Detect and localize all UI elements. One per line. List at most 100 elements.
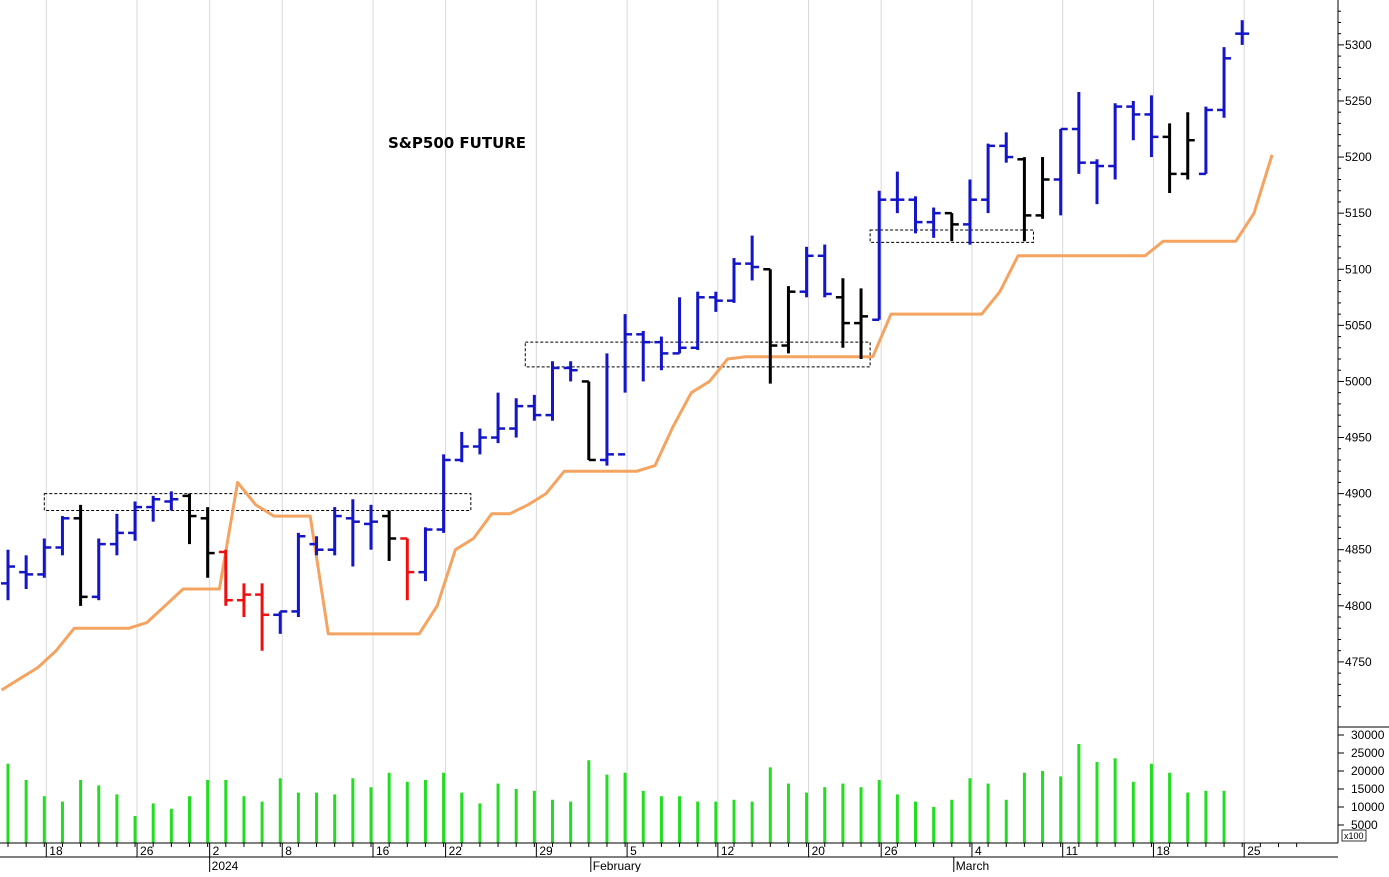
ohlc-bar: [436, 454, 451, 533]
ohlc-bar: [400, 537, 415, 601]
ohlc-bar: [91, 538, 106, 601]
y-tick-label: 4800: [1345, 599, 1372, 613]
y-tick-label: 4750: [1345, 655, 1372, 669]
volume-unit-label: x100: [1344, 831, 1364, 841]
ohlc-bar: [781, 286, 796, 354]
ohlc-bar: [454, 431, 469, 463]
ohlc-bar: [1090, 159, 1104, 205]
month-label: 2024: [212, 859, 239, 872]
ohlc-bar: [1198, 106, 1213, 176]
ohlc-bar: [872, 190, 887, 321]
ohlc-bar: [382, 510, 397, 561]
x-tick-label: 5: [630, 844, 637, 858]
ohlc-bar: [727, 258, 741, 303]
ohlc-bar: [1180, 112, 1195, 180]
volume-tick-label: 10000: [1351, 800, 1385, 814]
ohlc-bar: [55, 516, 70, 556]
ohlc-bar: [962, 179, 977, 245]
ohlc-bar: [545, 361, 560, 421]
ohlc-bar: [218, 549, 233, 606]
x-tick-label: 26: [884, 844, 898, 858]
ohlc-bar: [1144, 95, 1159, 158]
ohlc-bar: [1235, 20, 1250, 45]
volume-tick-label: 15000: [1351, 782, 1385, 796]
y-tick-label: 4900: [1345, 487, 1372, 501]
stop-line-layer: [0, 154, 1274, 692]
consolidation-box: [43, 493, 472, 511]
ohlc-bar: [599, 353, 614, 466]
ohlc-bar: [1, 549, 15, 601]
x-tick-label: 8: [285, 844, 292, 858]
y-tick-label: 4950: [1345, 431, 1372, 445]
ohlc-bar: [581, 380, 596, 462]
ohlc-bar: [182, 493, 197, 545]
ohlc-bar: [636, 330, 651, 382]
x-tick-label: 11: [1066, 844, 1079, 858]
x-tick-label: 18: [49, 844, 63, 858]
x-tick-label: 26: [140, 844, 154, 858]
ohlc-bar: [1162, 123, 1177, 193]
x-tick-label: 4: [975, 844, 982, 858]
ohlc-bar: [200, 507, 215, 578]
price-bars: [1, 20, 1250, 651]
ohlc-bar: [618, 314, 633, 456]
ohlc-bar: [273, 610, 288, 634]
ohlc-bar: [835, 278, 850, 348]
month-label: February: [593, 859, 641, 872]
ohlc-bar: [890, 171, 905, 214]
ohlc-bar: [854, 288, 869, 359]
ohlc-bar: [690, 291, 705, 351]
y-tick-label: 5100: [1345, 262, 1372, 276]
ohlc-bar: [817, 244, 832, 298]
ohlc-bar: [128, 501, 143, 541]
ohlc-bar: [981, 143, 996, 214]
y-tick-label: 5250: [1345, 94, 1372, 108]
ohlc-bar: [708, 291, 723, 312]
y-tick-label: 5050: [1345, 318, 1372, 332]
ohlc-bar: [745, 235, 760, 281]
y-tick-label: 5150: [1345, 206, 1372, 220]
ohlc-bar: [1217, 47, 1232, 118]
ohlc-bar: [345, 499, 360, 567]
x-tick-label: 16: [376, 844, 390, 858]
ohlc-bar: [908, 196, 923, 234]
volume-tick-label: 25000: [1351, 746, 1385, 760]
ohlc-bar: [291, 532, 306, 618]
volume-tick-label: 20000: [1351, 764, 1385, 778]
ohlc-bar: [472, 428, 487, 455]
ohlc-bar: [999, 132, 1014, 163]
x-tick-label: 2: [213, 844, 220, 858]
ohlc-bar: [527, 394, 542, 421]
ohlc-bar: [799, 246, 814, 298]
ohlc-bar: [255, 583, 270, 651]
y-tick-label: 4850: [1345, 543, 1372, 557]
consolidation-boxes: [43, 229, 1034, 511]
grid-layer: [45, 0, 1245, 843]
ohlc-bar: [309, 536, 324, 556]
ohlc-bar: [926, 207, 941, 238]
stop-line: [0, 154, 1274, 692]
ohlc-bar: [364, 504, 378, 550]
ohlc-bar: [654, 336, 669, 371]
ohlc-bar: [491, 392, 506, 444]
ohlc-bar: [763, 268, 778, 384]
ohlc-bar: [236, 583, 251, 618]
volume-unit-box: [1341, 829, 1367, 842]
ohlc-bar: [19, 555, 34, 589]
y-tick-label: 5200: [1345, 150, 1372, 164]
volume-bars: [6, 744, 1226, 843]
ohlc-bar: [146, 495, 161, 522]
ohlc-bar: [1071, 91, 1086, 174]
x-tick-label: 18: [1156, 844, 1170, 858]
x-tick-label: 29: [539, 844, 553, 858]
x-tick-label: 22: [449, 844, 463, 858]
ohlc-bar: [563, 361, 578, 382]
ohlc-bar: [1053, 127, 1068, 216]
ohlc-bar: [37, 538, 52, 578]
ohlc-bar: [944, 211, 959, 242]
ohlc-bar: [109, 513, 124, 556]
ohlc-bar: [164, 491, 179, 511]
ohlc-bar: [672, 297, 687, 355]
